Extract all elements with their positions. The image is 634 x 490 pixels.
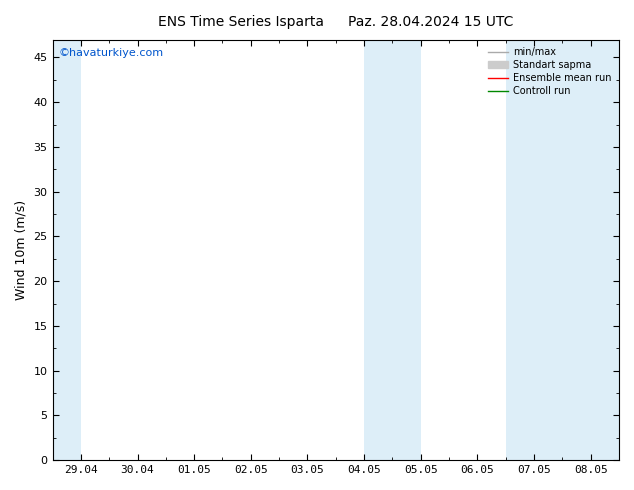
Y-axis label: Wind 10m (m/s): Wind 10m (m/s) <box>15 200 28 300</box>
Bar <box>53 40 81 460</box>
Bar <box>506 40 619 460</box>
Text: ©havaturkiye.com: ©havaturkiye.com <box>58 48 164 58</box>
Legend: min/max, Standart sapma, Ensemble mean run, Controll run: min/max, Standart sapma, Ensemble mean r… <box>486 45 614 99</box>
Text: Paz. 28.04.2024 15 UTC: Paz. 28.04.2024 15 UTC <box>349 15 514 29</box>
Bar <box>364 40 421 460</box>
Text: ENS Time Series Isparta: ENS Time Series Isparta <box>158 15 324 29</box>
